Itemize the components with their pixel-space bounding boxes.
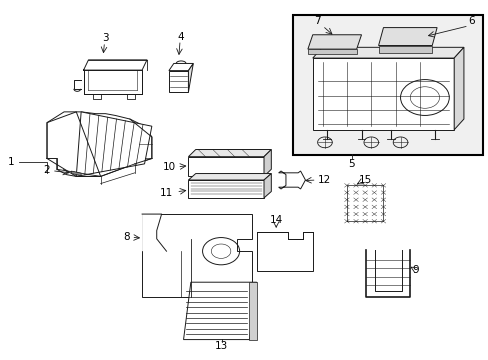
Polygon shape — [264, 149, 271, 176]
Bar — [293, 15, 483, 155]
Text: 3: 3 — [102, 33, 109, 43]
Polygon shape — [71, 171, 81, 176]
Text: 9: 9 — [412, 265, 419, 275]
Text: 15: 15 — [358, 175, 371, 185]
Polygon shape — [183, 282, 256, 339]
Polygon shape — [312, 58, 453, 130]
Text: 11: 11 — [160, 188, 173, 198]
Text: 1: 1 — [8, 157, 15, 167]
Text: 4: 4 — [178, 32, 184, 41]
Polygon shape — [188, 180, 264, 198]
Polygon shape — [168, 71, 188, 92]
Polygon shape — [188, 63, 193, 92]
Polygon shape — [47, 112, 152, 176]
Polygon shape — [142, 214, 166, 251]
Polygon shape — [453, 47, 463, 130]
Text: 10: 10 — [162, 162, 175, 172]
Text: 13: 13 — [215, 341, 228, 351]
Polygon shape — [256, 232, 312, 271]
Polygon shape — [188, 174, 271, 180]
Polygon shape — [188, 149, 271, 157]
Text: 14: 14 — [269, 215, 282, 225]
Polygon shape — [142, 214, 251, 297]
Polygon shape — [249, 282, 256, 339]
Polygon shape — [312, 47, 463, 58]
Polygon shape — [378, 45, 431, 53]
Polygon shape — [378, 28, 436, 45]
Polygon shape — [168, 63, 193, 71]
Polygon shape — [307, 49, 356, 54]
Text: 2: 2 — [43, 165, 49, 175]
Text: 8: 8 — [123, 232, 129, 242]
Text: 7: 7 — [314, 17, 320, 27]
Polygon shape — [188, 157, 264, 176]
Polygon shape — [83, 70, 142, 94]
Text: 12: 12 — [317, 175, 330, 185]
Polygon shape — [278, 171, 305, 189]
Polygon shape — [76, 112, 152, 176]
Polygon shape — [307, 35, 361, 49]
Text: 6: 6 — [467, 17, 473, 27]
Text: 5: 5 — [348, 159, 354, 169]
Polygon shape — [264, 174, 271, 198]
